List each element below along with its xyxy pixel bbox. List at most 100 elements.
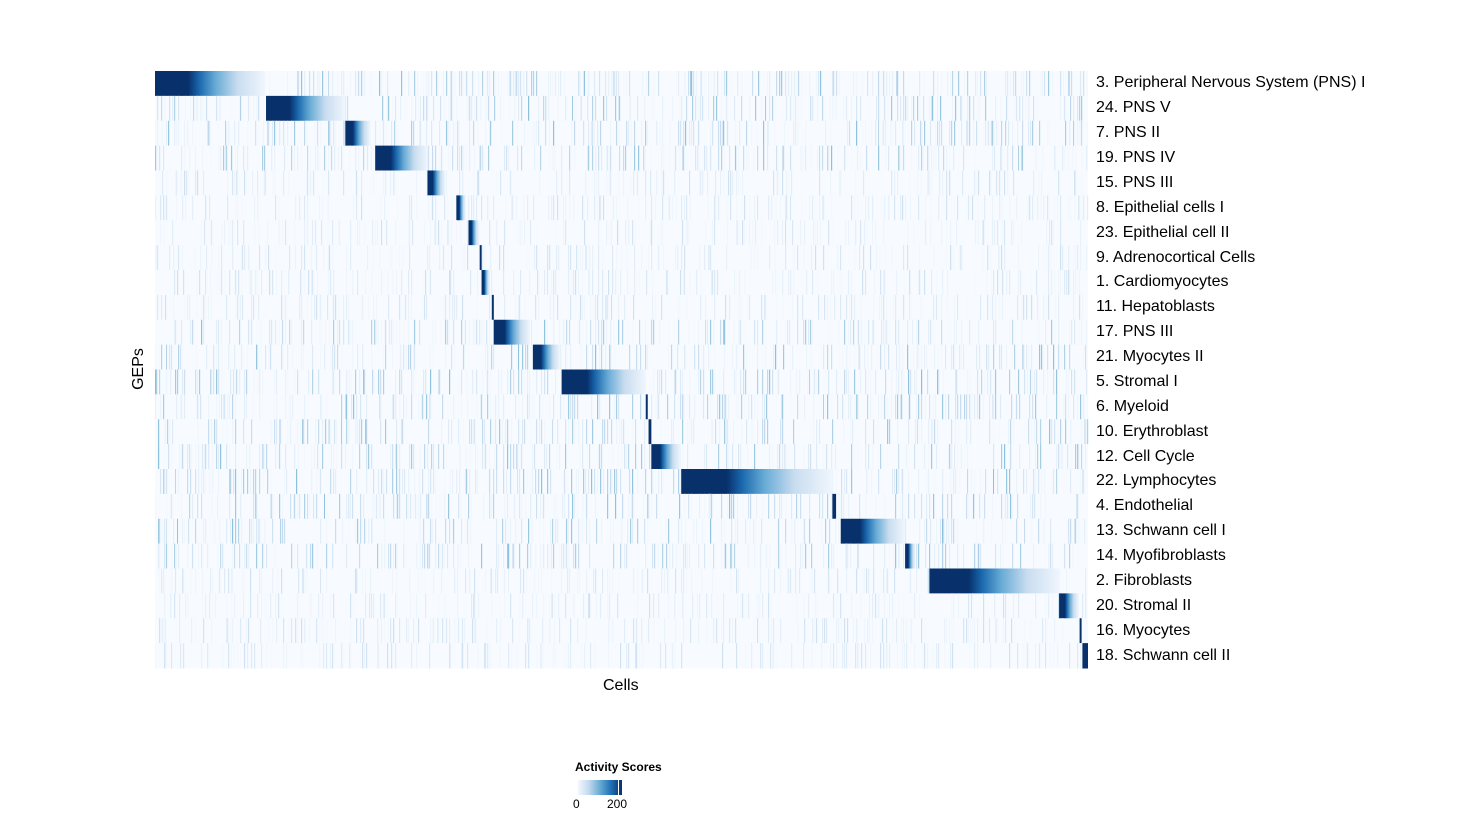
heatmap-cell-stripe: [304, 71, 306, 97]
heatmap-cell-stripe: [742, 170, 744, 196]
heatmap-cell-stripe: [884, 394, 886, 420]
heatmap-cell-stripe: [990, 643, 992, 669]
heatmap-cell-stripe: [524, 220, 526, 246]
heatmap-cell-stripe: [426, 95, 428, 122]
heatmap-cell-stripe: [756, 120, 758, 147]
heatmap-cell-stripe: [885, 245, 887, 271]
heatmap-cell-stripe: [568, 543, 570, 569]
heatmap-cell-stripe: [730, 543, 732, 569]
heatmap-cell-stripe: [183, 568, 185, 594]
heatmap-cell-stripe: [498, 394, 500, 420]
heatmap-cell-stripe: [1079, 95, 1081, 122]
heatmap-cell-stripe: [504, 568, 506, 594]
heatmap-cell-stripe: [846, 369, 848, 395]
heatmap-cell-stripe: [155, 245, 157, 271]
heatmap-cell-stripe: [460, 493, 462, 520]
heatmap-cell-stripe: [897, 170, 899, 196]
heatmap-cell-stripe: [951, 419, 953, 445]
heatmap-high-activity-block: [648, 419, 652, 445]
heatmap-cell-stripe: [917, 170, 919, 196]
heatmap-cell-stripe: [860, 220, 862, 246]
heatmap-cell-stripe: [883, 270, 885, 296]
heatmap-cell-stripe: [846, 469, 848, 495]
heatmap-cell-stripe: [1054, 145, 1056, 171]
heatmap-cell-stripe: [1017, 493, 1019, 520]
heatmap-cell-stripe: [259, 369, 261, 395]
heatmap-cell-stripe: [705, 294, 707, 321]
heatmap-cell-stripe: [635, 643, 637, 669]
heatmap-cell-stripe: [522, 344, 524, 370]
heatmap-cell-stripe: [937, 71, 939, 97]
heatmap-cell-stripe: [608, 643, 610, 669]
heatmap-cell-stripe: [252, 394, 254, 420]
heatmap-cell-stripe: [632, 493, 634, 520]
heatmap-cell-stripe: [227, 195, 229, 221]
heatmap-cell-stripe: [728, 444, 730, 470]
heatmap-cell-stripe: [508, 643, 510, 669]
heatmap-cell-stripe: [723, 618, 725, 644]
heatmap-cell-stripe: [589, 444, 591, 470]
heatmap-cell-stripe: [366, 419, 368, 445]
heatmap-cell-stripe: [711, 593, 713, 619]
heatmap-cell-stripe: [953, 245, 955, 271]
heatmap-cell-stripe: [178, 469, 180, 495]
heatmap-cell-stripe: [612, 245, 614, 271]
heatmap-cell-stripe: [482, 444, 484, 470]
heatmap-cell-stripe: [1003, 593, 1005, 619]
heatmap-cell-stripe: [294, 444, 296, 470]
heatmap-cell-stripe: [1043, 195, 1045, 221]
heatmap-cell-stripe: [1053, 220, 1055, 246]
heatmap-cell-stripe: [755, 95, 757, 122]
heatmap-cell-stripe: [387, 270, 389, 296]
heatmap-cell-stripe: [703, 369, 705, 395]
heatmap-cell-stripe: [655, 195, 657, 221]
heatmap-cell-stripe: [830, 120, 832, 147]
heatmap-cell-stripe: [772, 95, 774, 122]
heatmap-cell-stripe: [729, 294, 731, 321]
heatmap-cell-stripe: [320, 518, 322, 545]
heatmap-cell-stripe: [454, 294, 456, 321]
heatmap-cell-stripe: [600, 394, 602, 420]
heatmap-cell-stripe: [341, 643, 343, 669]
heatmap-cell-stripe: [817, 145, 819, 171]
heatmap-cell-stripe: [776, 270, 778, 296]
heatmap-cell-stripe: [805, 120, 807, 147]
heatmap-cell-stripe: [182, 245, 184, 271]
heatmap-cell-stripe: [798, 71, 800, 97]
heatmap-cell-stripe: [954, 294, 956, 321]
heatmap-cell-stripe: [294, 220, 296, 246]
heatmap-cell-stripe: [1045, 319, 1047, 346]
heatmap-cell-stripe: [484, 444, 486, 470]
heatmap-cell-stripe: [950, 220, 952, 246]
heatmap-cell-stripe: [316, 245, 318, 271]
heatmap-cell-stripe: [1049, 120, 1051, 147]
heatmap-cell-stripe: [1030, 618, 1032, 644]
heatmap-cell-stripe: [311, 245, 313, 271]
heatmap-cell-stripe: [424, 543, 426, 569]
heatmap-cell-stripe: [755, 518, 757, 545]
heatmap-cell-stripe: [162, 170, 164, 196]
heatmap-cell-stripe: [267, 120, 269, 147]
heatmap-cell-stripe: [626, 120, 628, 147]
heatmap-cell-stripe: [867, 394, 869, 420]
heatmap-cell-stripe: [914, 369, 916, 395]
heatmap-cell-stripe: [269, 71, 271, 97]
heatmap-cell-stripe: [711, 419, 713, 445]
heatmap-cell-stripe: [1042, 145, 1044, 171]
heatmap-cell-stripe: [853, 71, 855, 97]
heatmap-cell-stripe: [453, 319, 455, 346]
heatmap-cell-stripe: [869, 593, 871, 619]
heatmap-cell-stripe: [1019, 95, 1021, 122]
heatmap-cell-stripe: [581, 344, 583, 370]
heatmap-cell-stripe: [776, 71, 778, 97]
heatmap-cell-stripe: [316, 469, 318, 495]
heatmap-cell-stripe: [527, 195, 529, 221]
heatmap-cell-stripe: [290, 419, 292, 445]
heatmap-cell-stripe: [442, 394, 444, 420]
heatmap-cell-stripe: [822, 493, 824, 520]
heatmap-cell-stripe: [730, 568, 732, 594]
heatmap-cell-stripe: [1031, 344, 1033, 370]
heatmap-cell-stripe: [523, 568, 525, 594]
heatmap-cell-stripe: [397, 195, 399, 221]
heatmap-cell-stripe: [460, 220, 462, 246]
